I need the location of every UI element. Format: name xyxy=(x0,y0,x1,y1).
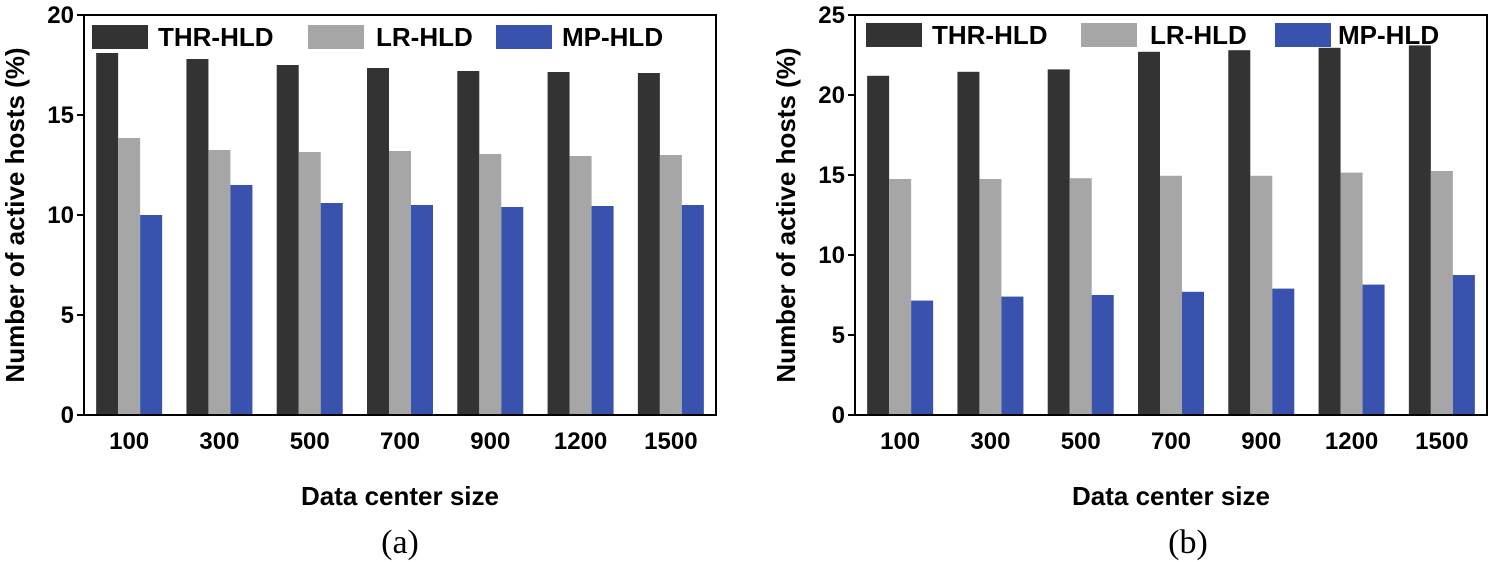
y-tick-label: 10 xyxy=(47,202,74,229)
x-tick-label: 1500 xyxy=(1415,428,1468,455)
bar-thr-hld-1200 xyxy=(547,72,570,415)
bar-mp-hld-500 xyxy=(320,203,343,415)
legend-swatch-lr-hld xyxy=(1081,23,1137,47)
x-tick-label: 300 xyxy=(970,428,1010,455)
bar-lr-hld-1200 xyxy=(1340,172,1363,415)
legend-label-thr-hld: THR-HLD xyxy=(932,20,1048,50)
y-tick-label: 20 xyxy=(818,82,845,109)
bar-lr-hld-100 xyxy=(118,138,141,415)
bar-thr-hld-300 xyxy=(186,59,209,415)
x-tick-label: 300 xyxy=(199,428,239,455)
y-tick-label: 15 xyxy=(47,102,74,129)
x-axis-title: Data center size xyxy=(301,481,499,511)
bar-lr-hld-900 xyxy=(479,154,502,415)
y-tick-label: 5 xyxy=(61,302,74,329)
bar-mp-hld-300 xyxy=(1001,296,1024,415)
y-axis-title: Number of active hosts (%) xyxy=(0,47,30,382)
x-tick-label: 1500 xyxy=(644,428,697,455)
bar-mp-hld-500 xyxy=(1091,295,1114,415)
bar-mp-hld-300 xyxy=(230,185,253,415)
legend-swatch-thr-hld xyxy=(92,25,148,49)
bar-mp-hld-900 xyxy=(1272,288,1295,415)
bar-thr-hld-1200 xyxy=(1318,47,1341,416)
y-tick-label: 15 xyxy=(818,162,845,189)
x-tick-label: 100 xyxy=(880,428,920,455)
x-axis-title: Data center size xyxy=(1072,481,1270,511)
bar-lr-hld-700 xyxy=(389,151,411,415)
bar-mp-hld-1200 xyxy=(1362,284,1385,415)
bar-mp-hld-1500 xyxy=(1452,275,1475,415)
legend-label-mp-hld: MP-HLD xyxy=(562,22,663,52)
panel-caption: (b) xyxy=(1168,524,1208,561)
legend-swatch-mp-hld xyxy=(1275,23,1331,47)
bar-lr-hld-500 xyxy=(1069,178,1092,415)
bar-lr-hld-300 xyxy=(208,150,231,415)
bar-thr-hld-100 xyxy=(867,75,890,416)
bar-thr-hld-900 xyxy=(1228,50,1251,415)
legend-label-thr-hld: THR-HLD xyxy=(158,22,274,52)
bar-thr-hld-300 xyxy=(957,71,980,416)
y-tick-label: 5 xyxy=(832,322,845,349)
bar-lr-hld-1500 xyxy=(1430,171,1453,415)
bar-thr-hld-900 xyxy=(457,71,480,415)
bar-mp-hld-1500 xyxy=(681,205,704,415)
x-tick-label: 700 xyxy=(1151,428,1191,455)
bar-thr-hld-100 xyxy=(96,53,119,415)
y-tick-label: 0 xyxy=(61,402,74,429)
bar-mp-hld-1200 xyxy=(591,206,614,415)
x-tick-label: 1200 xyxy=(1325,428,1378,455)
bar-mp-hld-700 xyxy=(411,205,433,415)
legend-label-lr-hld: LR-HLD xyxy=(376,22,473,52)
bar-thr-hld-1500 xyxy=(1408,45,1431,416)
x-tick-label: 900 xyxy=(470,428,510,455)
legend-label-mp-hld: MP-HLD xyxy=(1338,20,1439,50)
y-tick-label: 0 xyxy=(832,402,845,429)
x-tick-label: 100 xyxy=(109,428,149,455)
bar-mp-hld-100 xyxy=(911,300,934,415)
bar-mp-hld-900 xyxy=(501,207,524,415)
bar-thr-hld-700 xyxy=(1138,51,1160,416)
bar-lr-hld-100 xyxy=(889,179,912,415)
bar-lr-hld-300 xyxy=(979,179,1002,415)
bar-thr-hld-500 xyxy=(1047,69,1070,416)
bar-lr-hld-500 xyxy=(298,152,321,415)
bar-mp-hld-700 xyxy=(1182,291,1204,415)
panel-caption: (a) xyxy=(381,524,419,561)
bar-thr-hld-700 xyxy=(367,68,389,415)
y-tick-label: 10 xyxy=(818,242,845,269)
bar-lr-hld-700 xyxy=(1160,175,1182,415)
y-tick-label: 20 xyxy=(47,2,74,29)
legend-swatch-lr-hld xyxy=(308,25,364,49)
legend-swatch-mp-hld xyxy=(496,25,552,49)
legend-label-lr-hld: LR-HLD xyxy=(1150,20,1247,50)
x-tick-label: 500 xyxy=(290,428,330,455)
bar-mp-hld-100 xyxy=(140,215,163,415)
bar-lr-hld-1200 xyxy=(569,156,592,415)
chart-panel-a: 0 5 10 15 20 100 300 500 700 900 1200 1500 Data cent… xyxy=(0,2,717,561)
y-tick-label: 25 xyxy=(818,2,845,29)
chart-panel-b: 0 5 10 15 20 25 100 300 500 700 900 1200 1500 Data ce… xyxy=(771,2,1488,561)
x-tick-label: 500 xyxy=(1061,428,1101,455)
x-tick-label: 1200 xyxy=(554,428,607,455)
bar-thr-hld-500 xyxy=(276,65,299,415)
bar-thr-hld-1500 xyxy=(637,73,660,415)
bar-lr-hld-1500 xyxy=(659,155,682,415)
x-tick-label: 900 xyxy=(1241,428,1281,455)
legend-swatch-thr-hld xyxy=(866,23,922,47)
bar-lr-hld-900 xyxy=(1250,175,1273,415)
plot-frame xyxy=(854,14,1488,416)
x-tick-label: 700 xyxy=(380,428,420,455)
y-axis-title: Number of active hosts (%) xyxy=(771,47,801,382)
